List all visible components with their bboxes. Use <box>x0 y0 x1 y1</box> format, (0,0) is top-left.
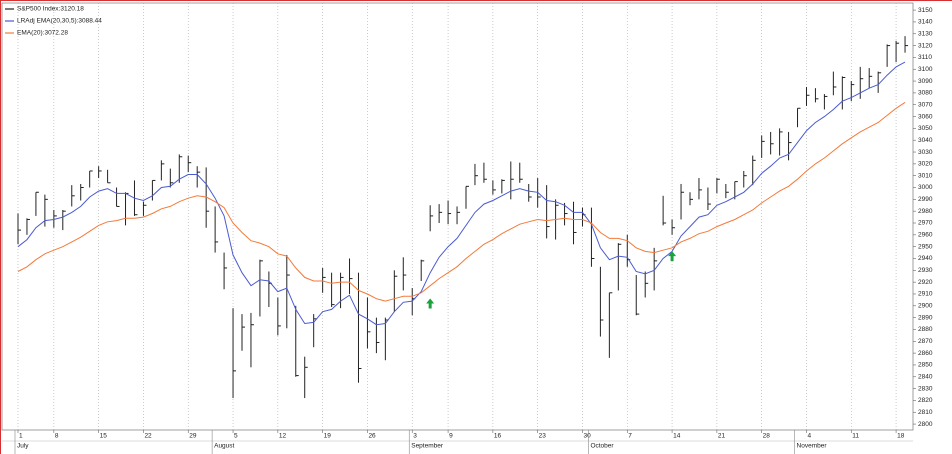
x-tick-label: 30 <box>583 433 591 440</box>
y-tick-label: 3010 <box>918 172 933 179</box>
legend-label: EMA(20):3072.28 <box>17 30 68 37</box>
x-tick-label: 23 <box>539 433 547 440</box>
x-tick-label: 29 <box>189 433 197 440</box>
x-tick-label: 19 <box>324 433 332 440</box>
y-tick-label: 2900 <box>918 303 933 310</box>
y-tick-label: 3150 <box>918 7 933 14</box>
y-tick-label: 3110 <box>918 54 932 61</box>
y-tick-label: 2870 <box>918 338 933 345</box>
y-tick-label: 3040 <box>918 137 933 144</box>
month-label: November <box>797 443 828 450</box>
y-tick-label: 2920 <box>918 279 933 286</box>
y-tick-label: 2860 <box>918 350 933 357</box>
y-tick-label: 3030 <box>918 149 933 156</box>
y-tick-label: 3140 <box>918 19 933 26</box>
y-tick-label: 2880 <box>918 326 933 333</box>
y-tick-label: 3020 <box>918 161 933 168</box>
x-tick-label: 11 <box>852 433 859 440</box>
x-tick-label: 12 <box>279 433 287 440</box>
y-tick-label: 2820 <box>918 397 933 404</box>
x-tick-label: 21 <box>718 433 726 440</box>
y-tick-label: 2830 <box>918 385 933 392</box>
y-tick-label: 2990 <box>918 196 933 203</box>
x-tick-label: 1 <box>19 433 23 440</box>
indicator-line <box>17 101 906 302</box>
y-tick-label: 3050 <box>918 125 933 132</box>
x-tick-label: 9 <box>449 433 453 440</box>
y-tick-label: 3000 <box>918 184 933 191</box>
x-tick-label: 14 <box>673 433 681 440</box>
y-tick-label: 2940 <box>918 255 933 262</box>
month-label: October <box>590 443 614 450</box>
y-tick-label: 2970 <box>918 220 933 227</box>
x-tick-label: 5 <box>234 433 238 440</box>
y-tick-label: 3060 <box>918 113 933 120</box>
y-tick-label: 2800 <box>918 421 933 428</box>
y-tick-label: 2890 <box>918 314 933 321</box>
x-tick-label: 16 <box>494 433 502 440</box>
legend-label: S&P500 Index:3120.18 <box>17 6 84 13</box>
legend-label: LRAdj EMA(20,30,5):3088.44 <box>17 18 102 25</box>
x-tick-label: 7 <box>628 433 632 440</box>
x-tick-label: 15 <box>100 433 108 440</box>
y-tick-label: 2950 <box>918 243 933 250</box>
month-label: September <box>411 443 444 450</box>
y-tick-label: 2850 <box>918 362 933 369</box>
y-tick-label: 2810 <box>918 409 933 416</box>
y-tick-label: 2980 <box>918 208 933 215</box>
y-tick-label: 3130 <box>918 30 933 37</box>
y-tick-label: 2840 <box>918 373 933 380</box>
indicator-line <box>17 61 906 326</box>
x-tick-label: 26 <box>368 433 376 440</box>
x-tick-label: 3 <box>413 433 417 440</box>
buy-signal <box>426 298 435 309</box>
month-label: July <box>17 443 29 450</box>
y-tick-label: 3070 <box>918 101 933 108</box>
x-tick-label: 18 <box>897 433 905 440</box>
buy-signal <box>668 251 677 262</box>
y-tick-label: 3090 <box>918 78 933 85</box>
y-tick-label: 3080 <box>918 90 933 97</box>
y-tick-label: 3100 <box>918 66 933 73</box>
month-label: August <box>214 443 234 450</box>
plot-frame <box>1 2 914 431</box>
x-tick-label: 22 <box>144 433 152 440</box>
x-tick-label: 28 <box>763 433 771 440</box>
y-tick-label: 2960 <box>918 232 933 239</box>
x-tick-label: 4 <box>807 433 811 440</box>
y-tick-label: 2930 <box>918 267 933 274</box>
y-tick-label: 2910 <box>918 291 933 298</box>
x-tick-label: 8 <box>55 433 59 440</box>
y-tick-label: 3120 <box>918 42 933 49</box>
